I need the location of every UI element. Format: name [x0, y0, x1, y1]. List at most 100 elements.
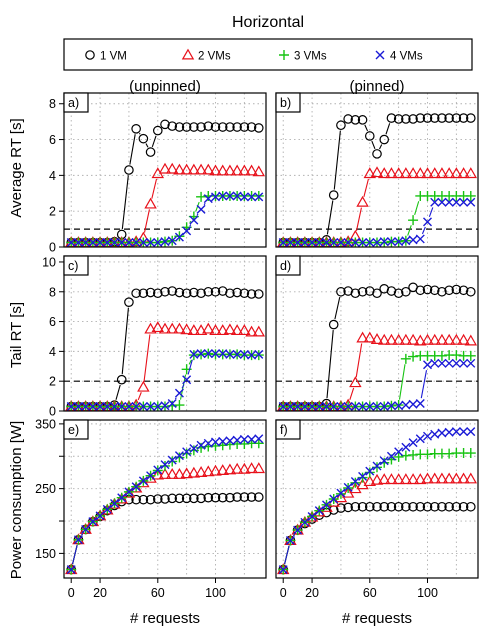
data-point — [415, 234, 425, 244]
data-point — [165, 162, 179, 174]
y-tick-label: 2 — [49, 375, 56, 389]
panel-b: b) — [275, 92, 479, 248]
series-4-vms — [66, 349, 264, 412]
data-point — [430, 429, 440, 439]
data-point — [365, 466, 375, 476]
data-point — [457, 167, 470, 179]
data-point — [358, 471, 368, 481]
x-tick-label: 0 — [280, 586, 287, 600]
data-point — [430, 197, 440, 207]
data-point — [465, 350, 476, 361]
data-point — [372, 461, 382, 471]
data-point — [466, 197, 476, 207]
data-point — [414, 334, 427, 346]
data-point — [194, 324, 208, 336]
data-point — [370, 473, 384, 485]
data-point — [464, 167, 478, 179]
series-1-vm — [278, 282, 476, 412]
series-segment — [137, 392, 142, 401]
column-title-pinned: (pinned) — [349, 78, 404, 95]
panel-frame — [63, 419, 267, 579]
data-point — [210, 122, 221, 132]
data-point — [423, 431, 432, 441]
data-point — [406, 333, 420, 345]
data-point — [457, 472, 470, 484]
data-point — [399, 473, 413, 485]
data-point — [377, 333, 391, 345]
data-point — [423, 217, 432, 227]
data-point — [209, 324, 222, 336]
data-point — [436, 350, 447, 361]
panel-tag-label: e) — [68, 423, 79, 437]
data-point — [466, 427, 476, 437]
series-segment — [371, 140, 376, 149]
data-point — [196, 349, 206, 359]
legend-label-3-vms: 3 VMs — [294, 51, 327, 63]
data-point — [131, 402, 141, 412]
data-point — [343, 502, 353, 513]
data-point — [167, 455, 177, 465]
data-point — [406, 167, 420, 179]
data-point — [246, 122, 257, 132]
data-point — [386, 501, 397, 512]
data-point — [194, 466, 208, 477]
data-point — [81, 524, 91, 534]
data-point — [182, 447, 192, 457]
data-point — [465, 501, 476, 512]
data-point — [223, 323, 237, 335]
series-segment — [284, 545, 290, 565]
panel-frame — [275, 419, 479, 579]
series-segment — [143, 334, 151, 382]
series-segment — [334, 297, 341, 320]
data-point — [379, 456, 389, 466]
data-point — [252, 462, 266, 474]
panel-tag-e: e) — [63, 419, 89, 440]
panel-d: d) — [275, 255, 479, 412]
data-point — [365, 238, 375, 248]
data-point — [144, 322, 157, 334]
data-point — [181, 448, 192, 459]
data-point — [414, 167, 427, 179]
series-segment — [203, 202, 206, 206]
series-segment — [414, 201, 420, 216]
data-point — [336, 488, 346, 498]
panel-tag-a: a) — [63, 92, 89, 113]
data-point — [189, 443, 199, 453]
data-point — [239, 434, 249, 444]
series-segment — [174, 397, 177, 400]
data-point — [428, 333, 441, 345]
data-point — [230, 462, 244, 474]
data-point — [209, 164, 222, 176]
data-point — [415, 113, 426, 123]
data-point — [152, 494, 163, 504]
series-segment — [326, 200, 334, 235]
data-point — [117, 238, 127, 248]
data-point — [336, 503, 346, 513]
data-point — [180, 467, 193, 479]
data-point — [372, 288, 382, 299]
data-point — [466, 358, 476, 368]
data-point — [181, 493, 192, 504]
data-point — [350, 238, 360, 248]
data-point — [386, 113, 397, 123]
legend-marker-4-vms — [375, 50, 385, 60]
data-point — [370, 333, 384, 344]
data-point — [363, 475, 377, 487]
data-point — [131, 494, 141, 505]
data-point — [253, 123, 264, 133]
data-point — [247, 192, 257, 202]
data-point — [218, 349, 228, 359]
data-point — [293, 238, 303, 248]
data-point — [252, 165, 266, 177]
data-point — [336, 120, 346, 131]
data-point — [422, 113, 433, 123]
data-point — [110, 238, 119, 248]
data-point — [152, 288, 163, 299]
data-point — [194, 163, 208, 175]
data-point — [435, 167, 449, 179]
data-point — [124, 297, 134, 308]
series-segment — [189, 224, 192, 227]
data-point — [458, 113, 469, 123]
data-point — [223, 164, 237, 176]
y-tick-label: 350 — [35, 417, 56, 431]
